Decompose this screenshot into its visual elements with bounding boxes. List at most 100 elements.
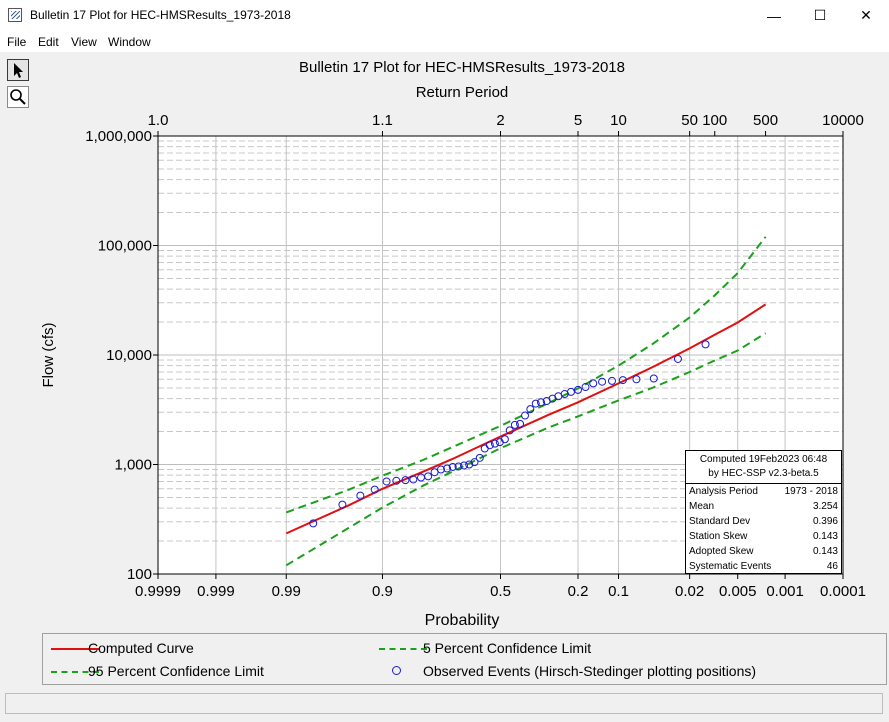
menu-bar: File Edit View Window (0, 31, 889, 52)
stats-label: Station Skew (689, 531, 748, 542)
menu-view[interactable]: View (71, 35, 97, 49)
observed-event-point (589, 379, 598, 388)
observed-event-point (521, 411, 530, 420)
top-tick-label: 10 (610, 112, 627, 129)
stats-value: 0.396 (812, 516, 838, 527)
stats-header: Computed 19Feb2023 06:48 by HEC-SSP v2.3… (686, 451, 841, 481)
observed-event-point (448, 462, 457, 471)
y-tick-label: 10,000 (106, 347, 152, 364)
y-tick-label: 1,000 (114, 457, 152, 474)
observed-event-point (500, 435, 509, 444)
lower-confidence-line (285, 332, 767, 567)
legend-label-observed: Observed Events (Hirsch-Stedinger plotti… (423, 663, 757, 679)
top-tick-label: 50 (681, 112, 698, 129)
stats-label: Systematic Events (689, 561, 772, 572)
title-bar: Bulletin 17 Plot for HEC-HMSResults_1973… (0, 0, 889, 31)
pointer-tool-button[interactable] (7, 59, 29, 81)
observed-event-point (454, 462, 463, 471)
chart-title: Bulletin 17 Plot for HEC-HMSResults_1973… (299, 59, 625, 76)
stats-label: Mean (689, 501, 715, 512)
observed-event-point (701, 340, 710, 349)
observed-event-point (505, 426, 514, 435)
observed-event-point (632, 375, 641, 384)
stats-label: Standard Dev (689, 516, 751, 527)
menu-edit[interactable]: Edit (38, 35, 59, 49)
magnifier-icon (10, 89, 26, 105)
observed-event-point (598, 377, 607, 386)
x-axis-label: Probability (425, 612, 500, 629)
legend-label-5pct: 5 Percent Confidence Limit (423, 640, 592, 656)
stats-computed-line: Computed 19Feb2023 06:48 (699, 454, 828, 465)
stats-row: Analysis Period 1973 - 2018 (686, 484, 841, 499)
tool-strip (0, 52, 36, 692)
upper-confidence-line (285, 236, 767, 514)
x-tick-label: 0.5 (490, 583, 511, 600)
observed-event-point (436, 465, 445, 474)
menu-window[interactable]: Window (108, 35, 151, 49)
stats-row: Station Skew 0.143 (686, 529, 841, 544)
stats-value: 46 (826, 561, 838, 572)
stats-divider (686, 483, 841, 484)
observed-event-point (309, 519, 318, 528)
observed-event-point (526, 405, 535, 414)
legend-label-computed: Computed Curve (88, 640, 194, 656)
stats-row: Standard Dev 0.396 (686, 514, 841, 529)
observed-event-point (356, 491, 365, 500)
plot-area: 0.9999 0.999 0.99 0.9 0.5 0.2 0.1 0.02 0.005 0.00… (36, 52, 887, 687)
legend-label-95pct: 95 Percent Confidence Limit (88, 663, 264, 679)
observed-event-point (485, 441, 494, 450)
x-tick-label: 0.0001 (820, 583, 866, 600)
y-axis-label: Flow (cfs) (40, 323, 57, 388)
stats-label: Analysis Period (689, 486, 758, 497)
stats-row: Systematic Events 46 (686, 559, 841, 574)
top-axis-label: Return Period (416, 84, 509, 101)
stats-value: 0.143 (812, 531, 838, 542)
stats-value: 1973 - 2018 (784, 486, 838, 497)
x-tick-label: 0.99 (272, 583, 301, 600)
x-tick-label: 0.9 (372, 583, 393, 600)
observed-event-point (673, 354, 682, 363)
observed-event-point (409, 475, 418, 484)
observed-event-point (608, 376, 617, 385)
minimize-button[interactable]: — (767, 7, 781, 24)
observed-event-point (338, 500, 347, 509)
legend-swatch-observed (392, 666, 401, 675)
observed-event-point (465, 460, 474, 469)
observed-event-point (443, 464, 452, 473)
legend-swatch-5pct (379, 648, 427, 650)
frequency-chart[interactable]: 0.9999 0.999 0.99 0.9 0.5 0.2 0.1 0.02 0.005 0.00… (36, 52, 887, 632)
close-button[interactable]: ✕ (860, 7, 872, 23)
x-tick-label: 0.2 (568, 583, 589, 600)
top-tick-label: 100 (702, 112, 727, 129)
menu-file[interactable]: File (7, 35, 27, 49)
top-tick-label: 2 (496, 112, 504, 129)
observed-event-point (574, 385, 583, 394)
legend-swatch-95pct (51, 671, 99, 673)
chart-legend: Computed Curve 5 Percent Confidence Limi… (42, 633, 887, 685)
stats-label: Adopted Skew (689, 546, 754, 557)
observed-event-point (401, 476, 410, 485)
statistics-box: Computed 19Feb2023 06:48 by HEC-SSP v2.3… (685, 450, 842, 574)
x-tick-label: 0.001 (766, 583, 804, 600)
maximize-button[interactable]: ☐ (813, 7, 827, 23)
stats-version-line: by HEC-SSP v2.3-beta.5 (708, 468, 819, 479)
x-tick-label: 0.9999 (135, 583, 181, 600)
observed-event-point (370, 485, 379, 494)
y-tick-label: 100 (127, 566, 152, 583)
app-icon (8, 8, 22, 22)
observed-event-point (537, 398, 546, 407)
observed-event-point (382, 477, 391, 486)
x-tick-label: 0.1 (608, 583, 629, 600)
top-tick-label: 5 (574, 112, 582, 129)
window-title: Bulletin 17 Plot for HEC-HMSResults_1973… (30, 8, 291, 22)
stats-value: 3.254 (812, 501, 838, 512)
observed-event-point (475, 453, 484, 462)
legend-swatch-computed (51, 648, 99, 650)
observed-event-point (531, 399, 540, 408)
observed-event-point (566, 387, 575, 396)
observed-event-point (510, 420, 519, 429)
zoom-tool-button[interactable] (7, 86, 29, 108)
stats-row: Mean 3.254 (686, 499, 841, 514)
x-tick-label: 0.005 (719, 583, 757, 600)
observed-event-point (490, 439, 499, 448)
